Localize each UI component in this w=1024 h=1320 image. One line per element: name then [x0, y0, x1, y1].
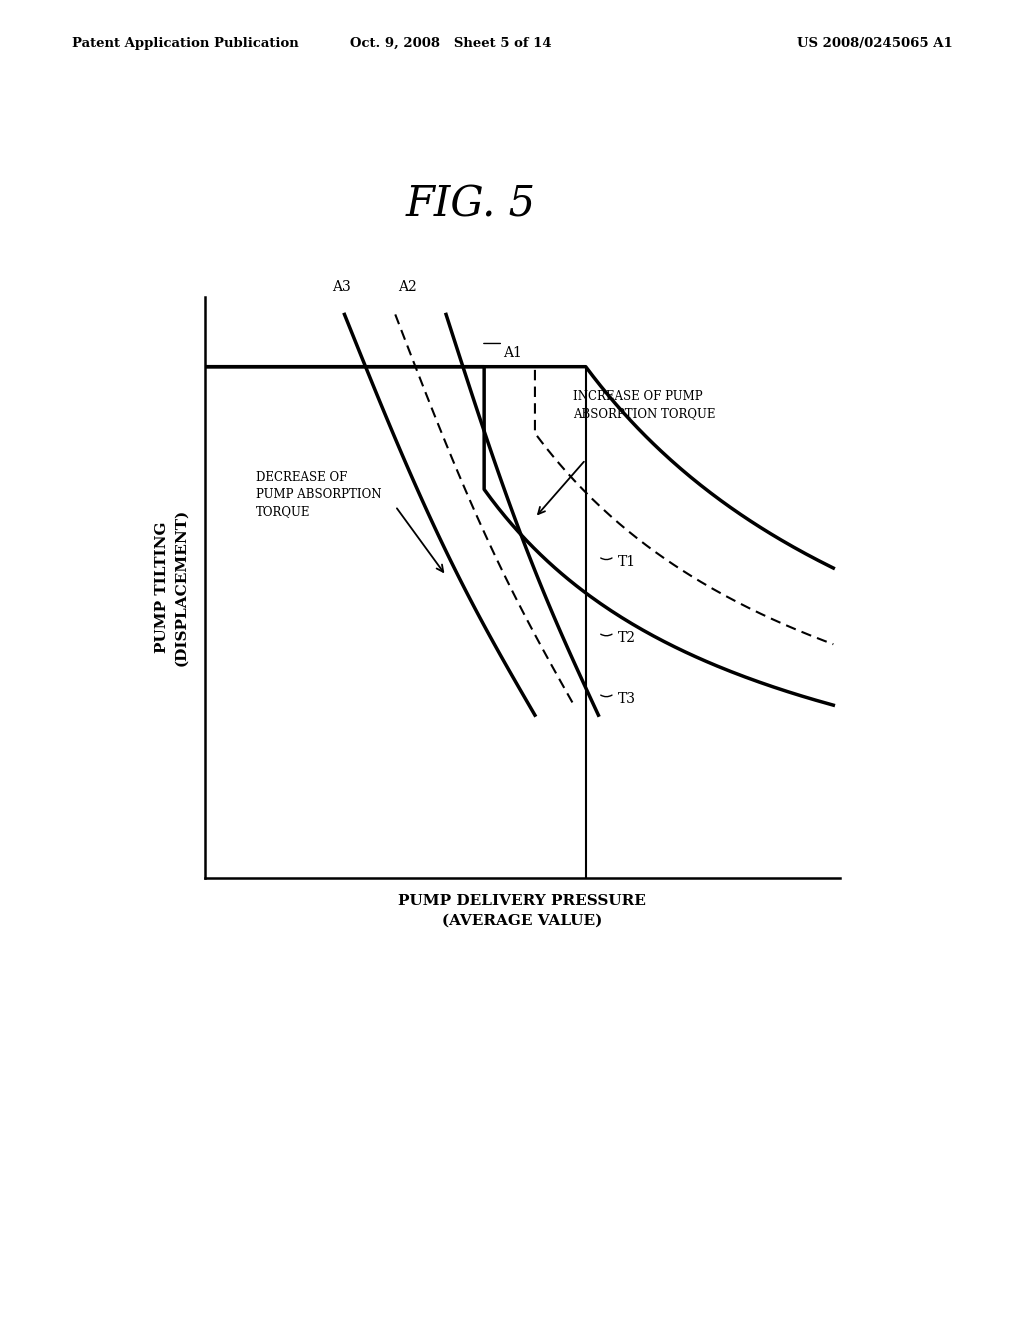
X-axis label: PUMP DELIVERY PRESSURE
(AVERAGE VALUE): PUMP DELIVERY PRESSURE (AVERAGE VALUE)	[398, 895, 646, 928]
Text: FIG. 5: FIG. 5	[406, 183, 537, 226]
Text: T2: T2	[617, 631, 636, 645]
Text: Oct. 9, 2008   Sheet 5 of 14: Oct. 9, 2008 Sheet 5 of 14	[350, 37, 551, 50]
Text: DECREASE OF
PUMP ABSORPTION
TORQUE: DECREASE OF PUMP ABSORPTION TORQUE	[256, 471, 381, 519]
Text: INCREASE OF PUMP
ABSORPTION TORQUE: INCREASE OF PUMP ABSORPTION TORQUE	[573, 389, 716, 420]
Text: T1: T1	[617, 556, 636, 569]
Y-axis label: PUMP TILTING
(DISPLACEMENT): PUMP TILTING (DISPLACEMENT)	[155, 508, 188, 667]
Text: Patent Application Publication: Patent Application Publication	[72, 37, 298, 50]
Text: A3: A3	[332, 280, 350, 294]
Text: A1: A1	[503, 346, 522, 360]
Text: A2: A2	[398, 280, 417, 294]
Text: US 2008/0245065 A1: US 2008/0245065 A1	[797, 37, 952, 50]
Text: T3: T3	[617, 693, 636, 706]
